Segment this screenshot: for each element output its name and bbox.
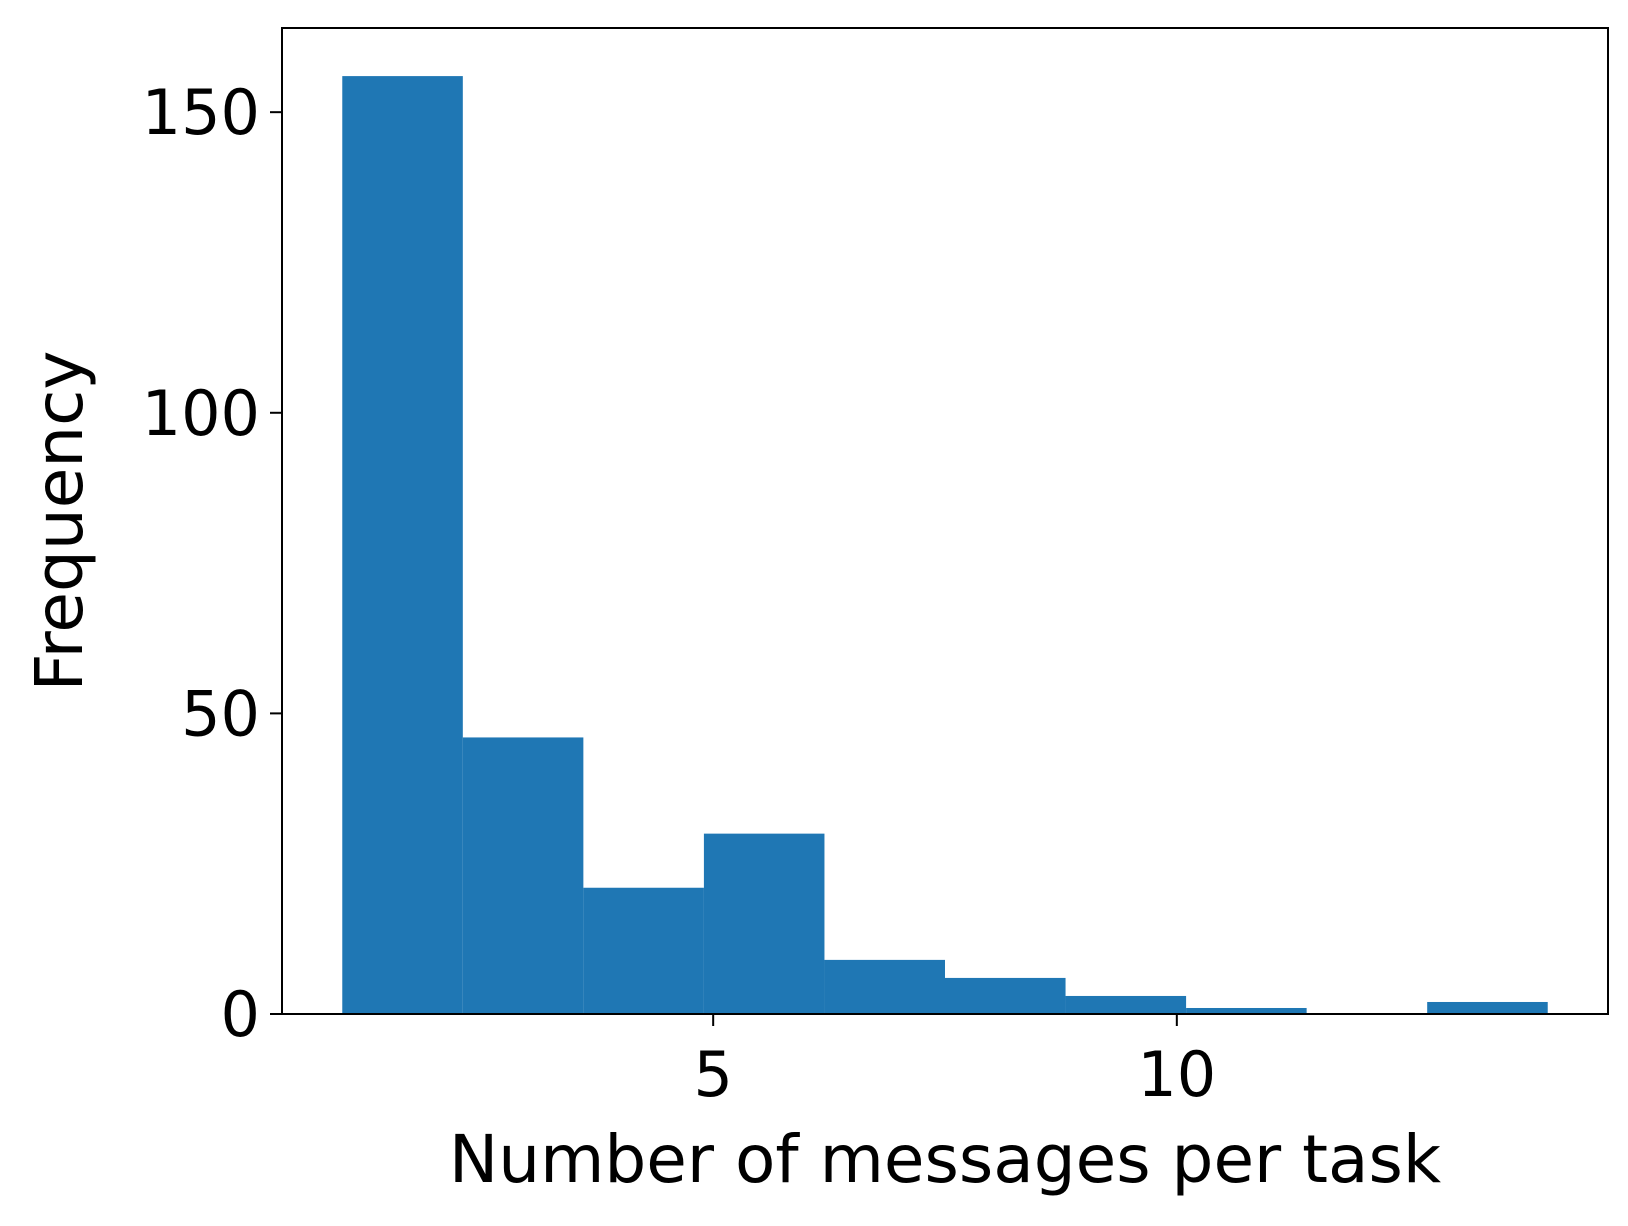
histogram-bar-6 [945,977,1066,1014]
y-axis-label: Frequency [21,351,98,692]
histogram-bar-4 [703,833,825,1014]
histogram-bar-7 [1065,995,1187,1014]
x-axis-label: Number of messages per task [449,1121,1442,1198]
histogram-bar-10 [1427,1001,1548,1014]
x-tick-label: 10 [1137,1038,1216,1111]
x-axis-ticks: 5 10 [693,1014,1216,1111]
y-tick-label: 100 [142,377,260,450]
bars-layer [342,76,1548,1015]
plot-frame [281,27,1609,1015]
histogram-bar-1 [342,76,463,1015]
histogram-bar-8 [1186,1007,1307,1014]
y-tick-label: 150 [142,76,260,149]
histogram-bar-5 [824,959,945,1014]
histogram-bar-2 [462,737,584,1014]
y-tick-label: 50 [181,677,260,750]
y-axis-ticks: 0 50 100 150 [142,76,282,1051]
x-tick-label: 5 [693,1038,732,1111]
y-tick-label: 0 [221,978,260,1051]
histogram-bar-3 [583,887,704,1014]
